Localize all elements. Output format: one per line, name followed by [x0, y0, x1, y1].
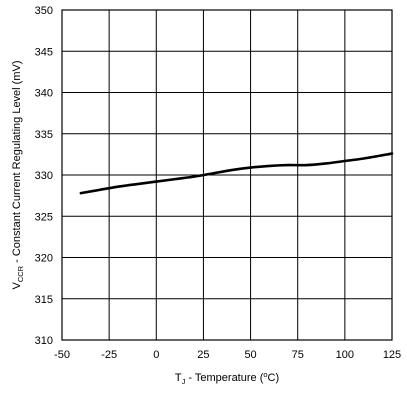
- y-tick-label: 335: [35, 129, 53, 141]
- y-tick-label: 350: [35, 5, 53, 17]
- vccr-series-line: [79, 152, 394, 195]
- y-tick-labels: 310 315 320 325 330 335 340 345 350: [35, 5, 53, 347]
- y-tick-label: 310: [35, 335, 53, 347]
- x-tick-label: -25: [101, 349, 117, 361]
- y-tick-label: 315: [35, 294, 53, 306]
- grid: [61, 9, 393, 341]
- y-axis-label: VCCR - Constant Current Regulating Level…: [11, 60, 25, 289]
- plot-frame: [61, 9, 393, 341]
- x-tick-label: 50: [244, 349, 256, 361]
- y-tick-label: 325: [35, 211, 53, 223]
- x-tick-label: -50: [54, 349, 70, 361]
- y-tick-label: 330: [35, 170, 53, 182]
- y-tick-label: 340: [35, 88, 53, 100]
- x-tick-label: 25: [197, 349, 209, 361]
- x-tick-label: 125: [383, 349, 401, 361]
- series-layer: [79, 152, 394, 195]
- x-tick-label: 75: [292, 349, 304, 361]
- y-tick-label: 345: [35, 46, 53, 58]
- x-tick-labels: -50 -25 0 25 50 75 100 125: [54, 349, 401, 361]
- y-tick-label: 320: [35, 253, 53, 265]
- x-tick-label: 100: [336, 349, 354, 361]
- x-axis-label: TJ - Temperature (oC): [175, 370, 279, 386]
- x-tick-label: 0: [153, 349, 159, 361]
